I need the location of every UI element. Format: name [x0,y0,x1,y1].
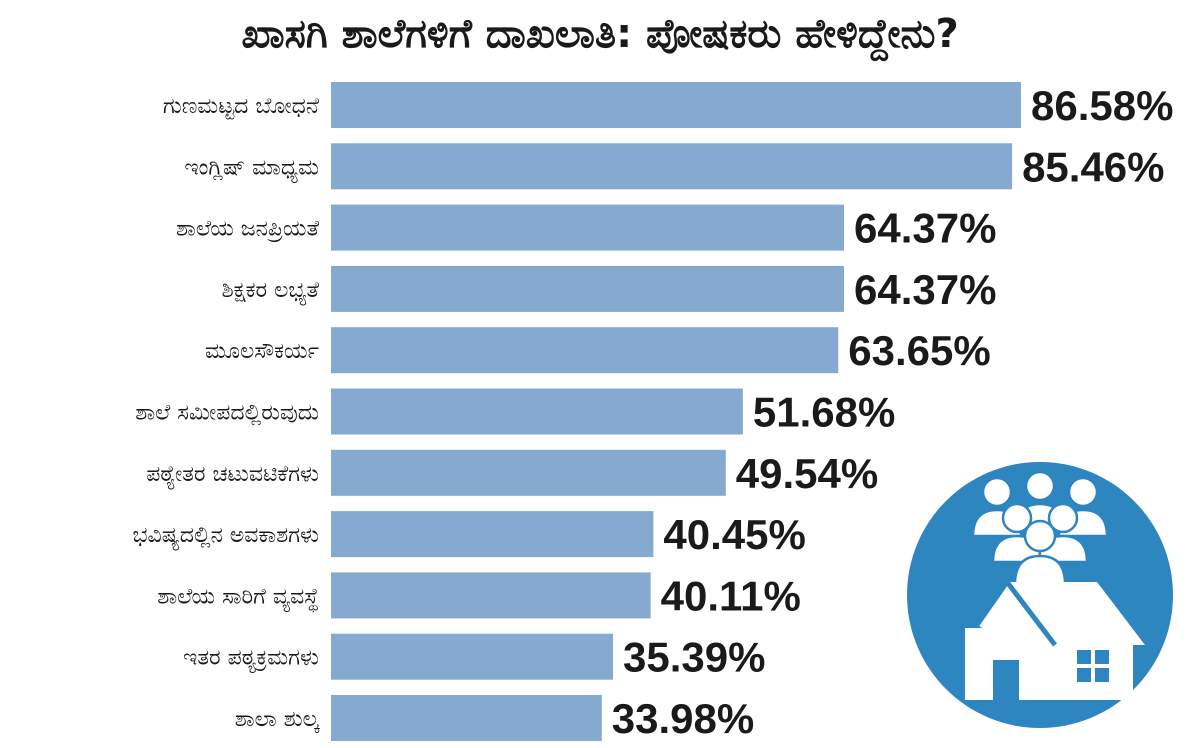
value-label: 64.37% [854,205,996,252]
chart-title: ಖಾಸಗಿ ಶಾಲೆಗಳಿಗೆ ದಾಖಲಾತಿ: ಪೋಷಕರು ಹೇಳಿದ್ದೇ… [241,11,959,57]
value-label: 35.39% [623,634,765,681]
value-label: 63.65% [848,327,990,374]
bar [331,572,651,619]
bar [331,327,839,374]
bar [331,511,654,558]
parents-school-icon [907,462,1173,728]
value-label: 64.37% [854,266,996,313]
value-label: 33.98% [612,695,754,742]
category-label: ಪಠ್ಯೇತರ ಚಟುವಟಿಕೆಗಳು [146,462,319,490]
bar [331,449,726,496]
value-label: 40.11% [661,572,801,619]
category-label: ಭವಿಷ್ಯದಲ್ಲಿನ ಅವಕಾಶಗಳು [133,523,319,551]
category-label: ಶಾಲಾ ಶುಲ್ಕ [235,707,321,733]
bar [331,388,743,435]
value-label: 40.45% [663,511,805,558]
bar [331,265,844,312]
value-label: 86.58% [1031,82,1173,129]
category-label: ಶಾಲೆಯ ಸಾರಿಗೆ ವ್ಯವಸ್ಥೆ [157,584,319,613]
category-label: ಇತರ ಪಠ್ಯಕ್ರಮಗಳು [183,646,319,674]
category-label: ಶಾಲೆಯ ಜನಪ್ರಿಯತೆ [176,217,319,242]
category-label: ಮೂಲಸೌಕರ್ಯ [205,339,319,364]
bar [331,633,614,680]
bar [331,204,844,251]
category-label: ಇಂಗ್ಲಿಷ್ ಮಾಧ್ಯಮ [184,155,319,183]
category-label: ಗುಣಮಟ್ಟದ ಬೋಧನೆ [163,94,319,119]
category-label: ಶಿಕ್ಷಕರ ಲಭ್ಯತೆ [222,278,319,306]
category-label: ಶಾಲೆ ಸಮೀಪದಲ್ಲಿರುವುದು [135,401,319,426]
value-label: 51.68% [753,389,895,436]
value-label: 85.46% [1022,143,1164,190]
bar [331,82,1021,128]
value-label: 49.54% [736,450,878,497]
bar [331,143,1013,190]
bar [331,695,602,741]
